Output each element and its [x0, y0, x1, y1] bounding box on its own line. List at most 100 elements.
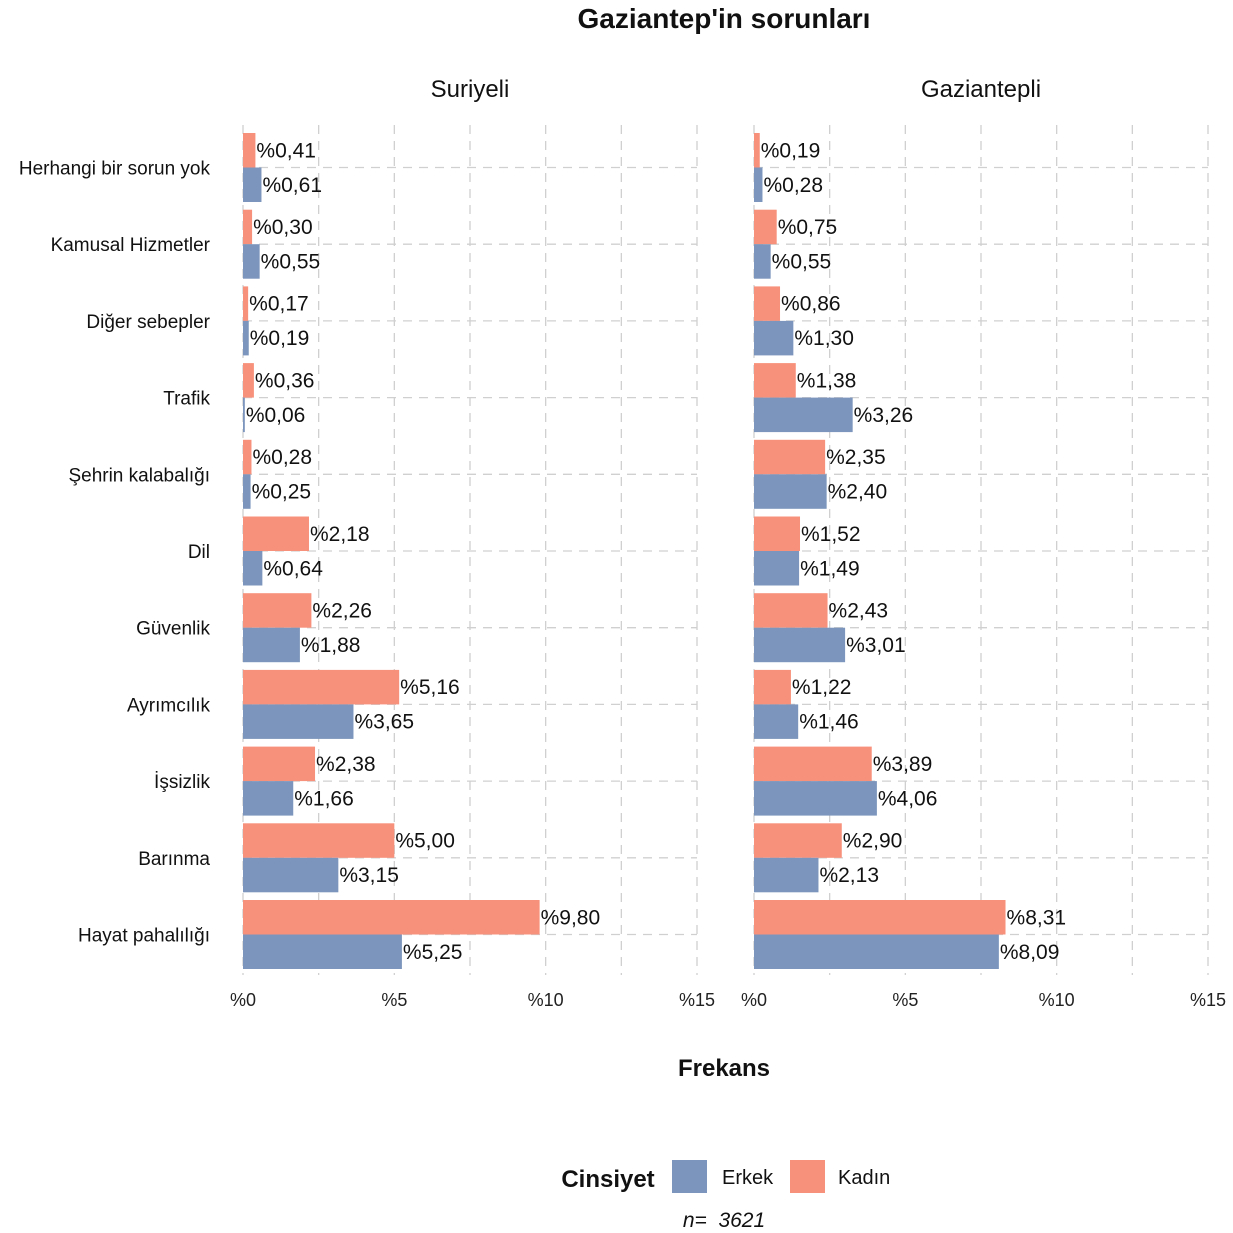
bar-kadin [243, 516, 309, 551]
x-axis-title: Frekans [678, 1055, 770, 1082]
bar-erkek [754, 551, 800, 586]
facet-panel-1: Suriyeli %0 %5 %10 %15 %0,41 %0,30 %0,17 %0,36 %0… [230, 76, 715, 1010]
bar-kadin [754, 133, 760, 168]
bar-kadin [754, 286, 781, 321]
bar-erkek [243, 244, 260, 279]
bar-kadin [754, 516, 801, 551]
data-label: %0,75 [778, 216, 838, 239]
bar-kadin [754, 669, 791, 705]
data-label: %1,66 [294, 787, 354, 810]
bar-erkek [243, 474, 251, 509]
data-label: %1,22 [792, 676, 852, 699]
legend-swatch-erkek [672, 1160, 707, 1193]
x-tick-label: %10 [1039, 990, 1075, 1010]
bar-erkek [754, 397, 853, 433]
facet-title: Suriyeli [431, 76, 510, 103]
data-label: %2,13 [819, 864, 879, 887]
chart-title: Gaziantep'in sorunları [578, 3, 871, 34]
legend-label: Kadın [838, 1167, 890, 1189]
category-label: Şehrin kalabalığı [68, 465, 210, 486]
bar-kadin [243, 823, 395, 858]
data-label: %0,19 [250, 327, 310, 350]
legend-title: Cinsiyet [561, 1166, 654, 1193]
bar-erkek [243, 397, 245, 433]
bar-kadin [243, 593, 312, 628]
bar-erkek [243, 320, 249, 356]
legend-swatch-kadin [790, 1160, 825, 1193]
bar-erkek [754, 320, 794, 356]
facet-title: Gaziantepli [921, 76, 1041, 103]
bar-kadin [754, 209, 777, 245]
bar-erkek [243, 167, 262, 202]
bar-erkek [243, 781, 294, 816]
bar-erkek [243, 551, 263, 586]
bar-erkek [243, 857, 339, 893]
bar-kadin [754, 746, 872, 782]
category-label: Barınma [138, 849, 210, 870]
chart-caption: n= 3621 [683, 1209, 765, 1232]
data-label: %9,80 [541, 906, 601, 929]
bar-kadin [243, 669, 400, 705]
data-label: %0,36 [255, 369, 315, 392]
data-label: %0,19 [761, 139, 821, 162]
legend-label: Erkek [722, 1167, 774, 1189]
category-label: Kamusal Hizmetler [51, 235, 211, 256]
data-label: %3,65 [354, 711, 414, 734]
data-label: %2,18 [310, 523, 370, 546]
data-label: %0,64 [263, 557, 323, 580]
data-label: %1,38 [797, 369, 857, 392]
category-label: Ayrımcılık [127, 695, 211, 716]
data-label: %1,52 [801, 523, 861, 546]
data-label: %0,55 [261, 250, 321, 273]
data-label: %0,28 [252, 446, 312, 469]
data-label: %0,06 [246, 404, 306, 427]
bar-erkek [243, 934, 402, 969]
bar-kadin [754, 363, 796, 398]
data-label: %2,90 [843, 830, 903, 853]
bar-kadin [243, 746, 316, 782]
data-label: %0,61 [262, 174, 322, 197]
data-label: %8,09 [1000, 941, 1060, 964]
bar-kadin [243, 286, 249, 321]
category-label: Hayat pahalılığı [78, 926, 210, 947]
data-label: %2,38 [316, 753, 376, 776]
bar-erkek [754, 857, 819, 893]
category-label: Dil [188, 542, 210, 563]
x-tick-label: %5 [381, 990, 407, 1010]
data-label: %1,88 [301, 634, 361, 657]
bar-erkek [754, 167, 763, 202]
x-tick-label: %5 [892, 990, 918, 1010]
bar-kadin [754, 823, 842, 858]
data-label: %0,17 [249, 293, 309, 316]
data-label: %0,25 [252, 481, 312, 504]
data-label: %1,46 [799, 711, 859, 734]
x-tick-label: %0 [230, 990, 256, 1010]
data-label: %1,30 [794, 327, 854, 350]
data-label: %2,40 [828, 481, 888, 504]
category-label: Diğer sebepler [86, 312, 210, 333]
category-label: İşsizlik [154, 772, 210, 793]
bar-erkek [754, 627, 846, 663]
data-label: %2,26 [312, 599, 372, 622]
bar-erkek [754, 704, 799, 739]
data-label: %0,86 [781, 293, 841, 316]
bar-erkek [754, 474, 827, 509]
data-label: %2,35 [826, 446, 886, 469]
data-label: %5,16 [400, 676, 460, 699]
x-tick-label: %0 [741, 990, 767, 1010]
data-label: %0,30 [253, 216, 313, 239]
data-label: %1,49 [800, 557, 860, 580]
bar-kadin [754, 593, 828, 628]
category-label: Trafik [163, 389, 210, 410]
bar-kadin [243, 900, 540, 935]
bar-erkek [243, 704, 354, 739]
x-tick-label: %15 [679, 990, 715, 1010]
bar-kadin [243, 363, 254, 398]
x-tick-label: %15 [1190, 990, 1226, 1010]
data-label: %4,06 [878, 787, 938, 810]
x-tick-label: %10 [528, 990, 564, 1010]
data-label: %5,25 [403, 941, 463, 964]
plot-layer: Suriyeli %0 %5 %10 %15 %0,41 %0,30 %0,17 %0,36 %0… [19, 76, 1226, 1010]
legend: Erkek Kadın [672, 1160, 890, 1193]
